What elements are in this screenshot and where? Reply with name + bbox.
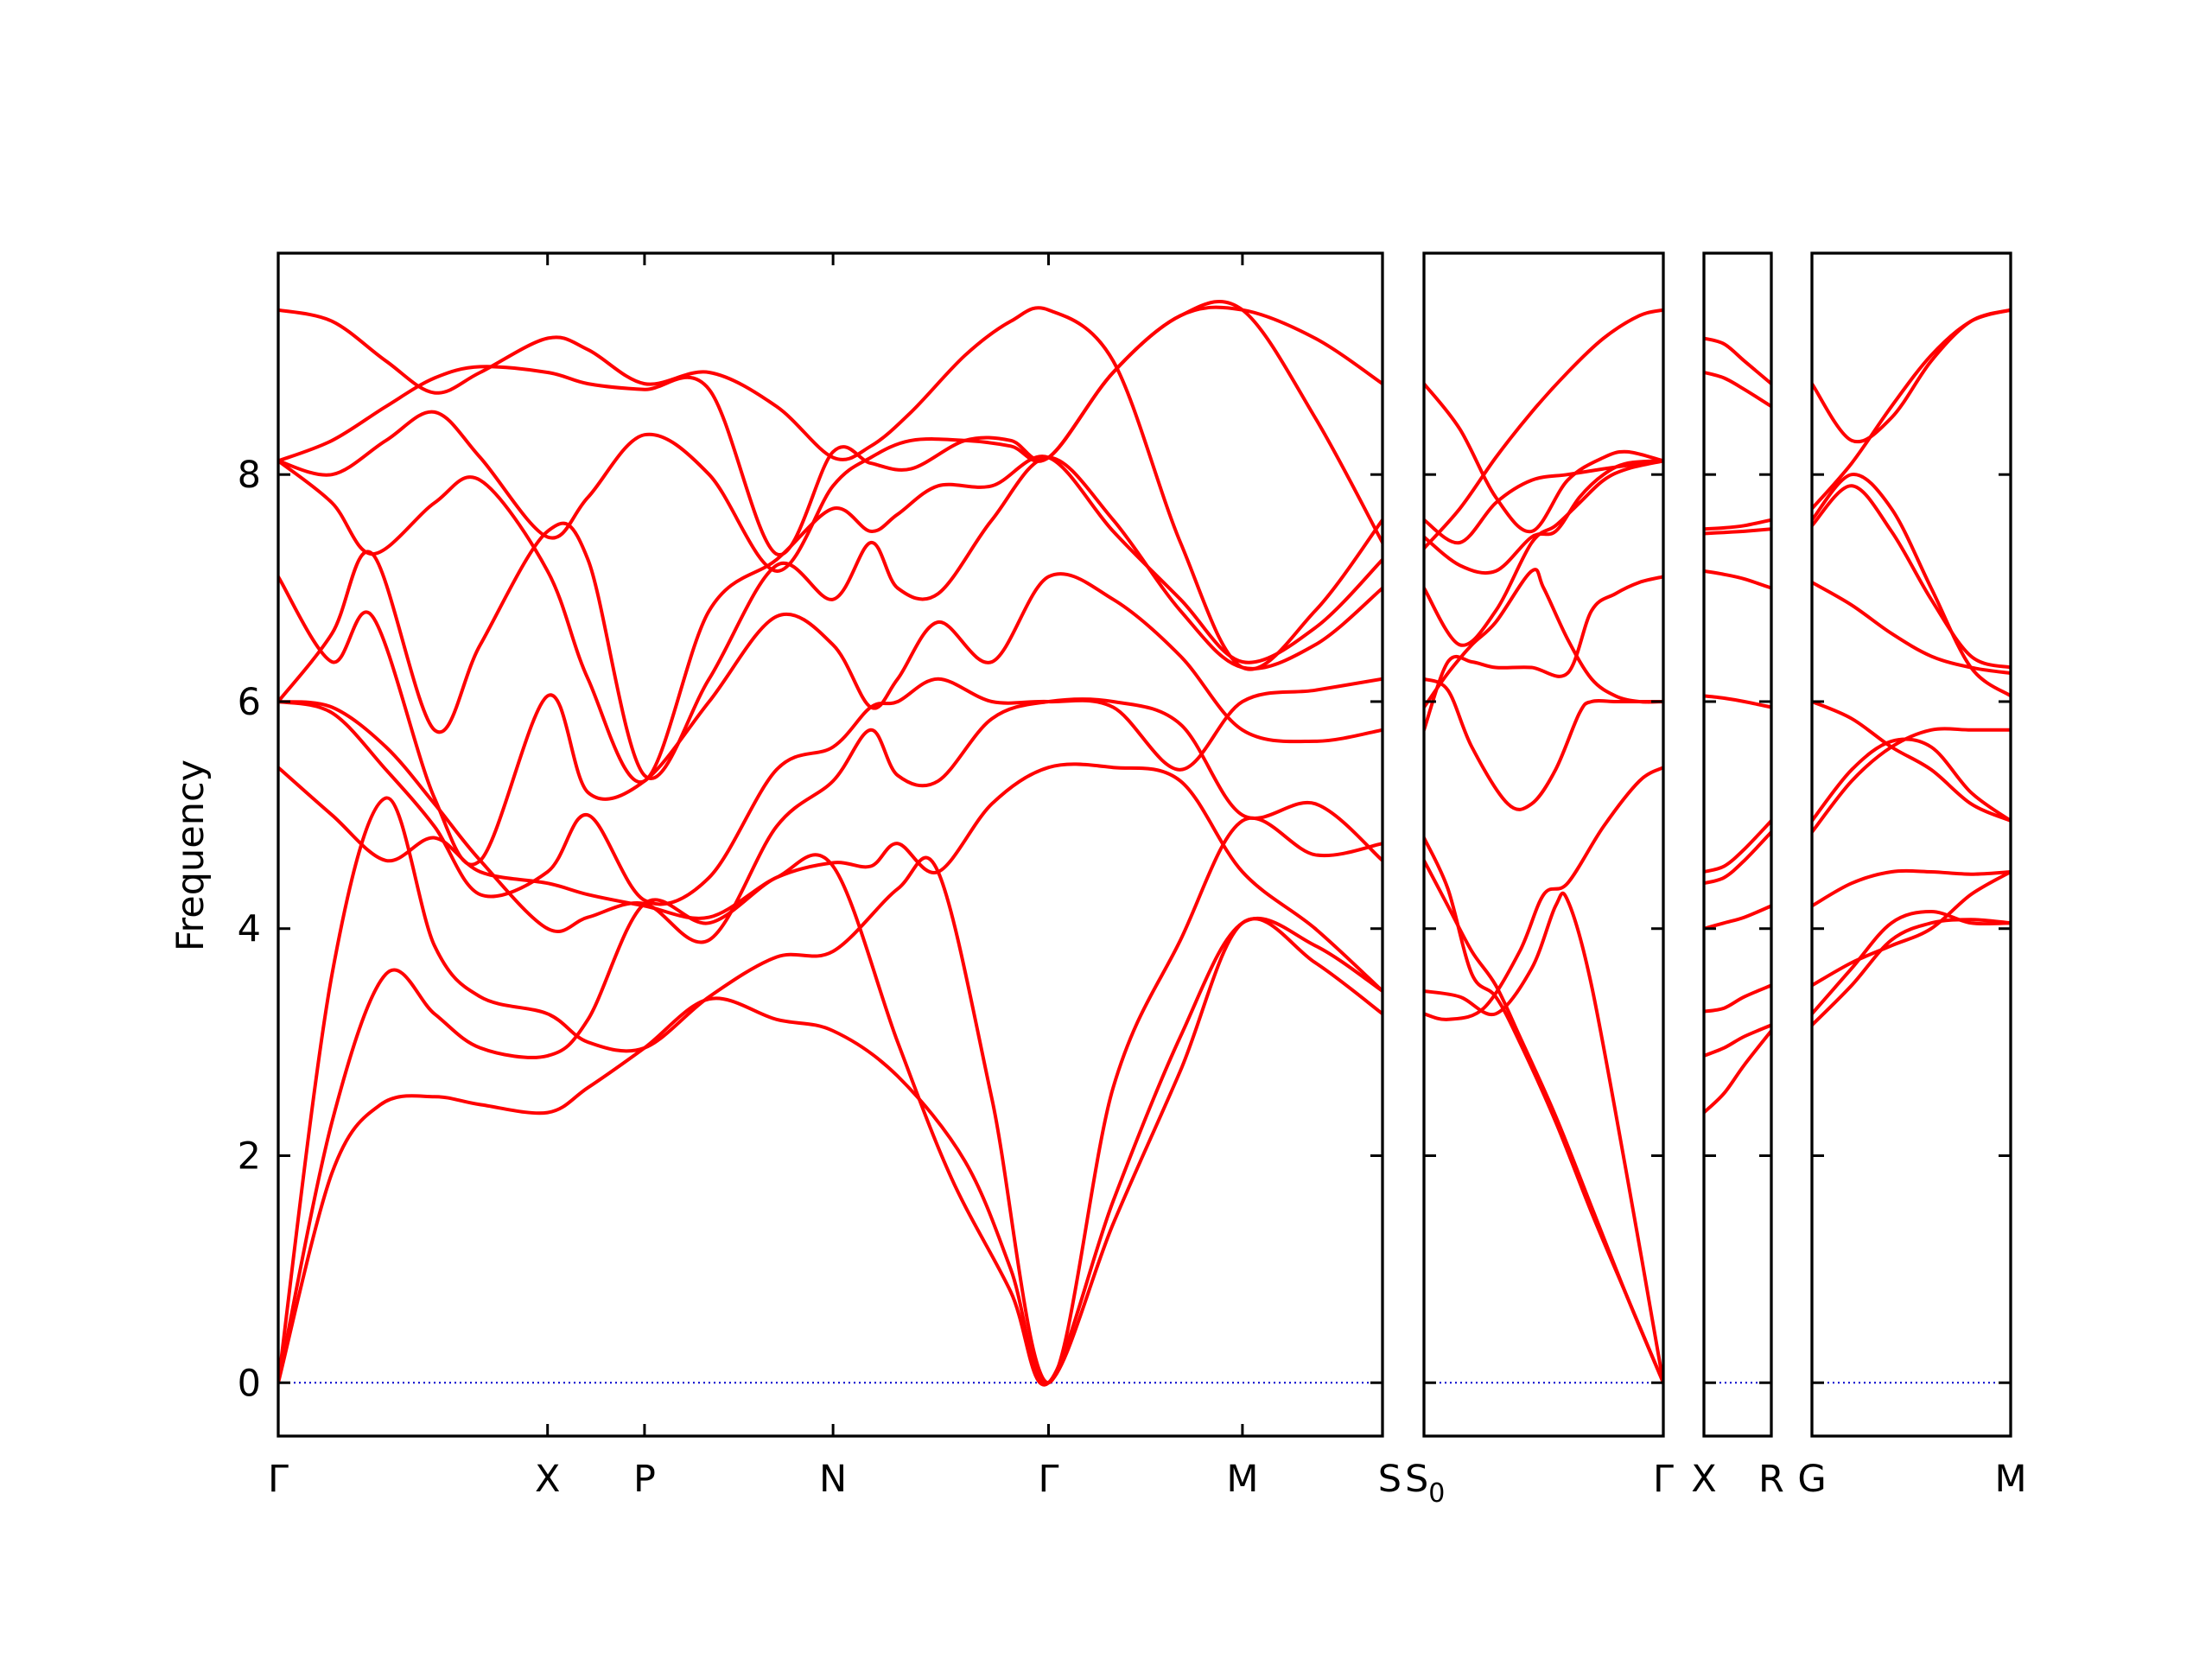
band-line-11 — [1424, 382, 1663, 534]
band-line-3 — [1704, 983, 1771, 1014]
k-point-label: M — [1994, 1458, 2026, 1501]
band-line-6 — [278, 677, 1382, 906]
band-line-8 — [1424, 459, 1663, 647]
bands-group — [278, 300, 1382, 1387]
k-point-label: G — [1797, 1458, 1826, 1501]
band-line-3 — [278, 796, 1382, 1385]
band-line-2 — [1704, 1023, 1771, 1058]
y-axis-label: Frequency — [169, 760, 213, 951]
k-point-label: X — [1691, 1458, 1716, 1501]
y-tick-label: 6 — [238, 681, 261, 724]
band-line-5 — [1812, 727, 2011, 834]
band-line-7 — [1704, 694, 1771, 709]
band-line-6 — [1812, 737, 2011, 823]
band-line-12 — [1812, 308, 2011, 444]
band-line-2 — [1812, 910, 2011, 1016]
y-tick-label: 0 — [238, 1362, 261, 1405]
band-line-12 — [1424, 308, 1663, 550]
band-line-1 — [278, 917, 1382, 1385]
band-line-5 — [278, 697, 1382, 944]
band-line-12 — [1704, 336, 1771, 386]
k-point-label: Γ — [1038, 1458, 1058, 1501]
k-point-label: P — [633, 1458, 656, 1501]
band-line-11 — [1704, 371, 1771, 409]
band-line-9 — [1704, 527, 1771, 536]
band-line-9 — [1812, 484, 2011, 670]
band-line-4 — [1704, 904, 1771, 931]
panel-2: S0 Γ — [1405, 251, 1674, 1509]
band-line-8 — [1812, 581, 2011, 676]
bands-group — [1812, 308, 2011, 1027]
band-line-6 — [1424, 677, 1663, 811]
k-point-label: S — [1378, 1458, 1402, 1501]
y-tick-label: 4 — [238, 908, 261, 951]
band-line-10 — [278, 305, 1382, 573]
band-line-10 — [1704, 518, 1771, 531]
band-line-2 — [1424, 858, 1663, 1385]
k-point-label: X — [535, 1458, 560, 1501]
k-point-subscript: 0 — [1428, 1478, 1445, 1509]
band-line-9 — [278, 454, 1382, 785]
bands-group — [1424, 308, 1663, 1385]
band-line-7 — [278, 572, 1382, 867]
band-line-4 — [1812, 868, 2011, 908]
bands-group — [1704, 336, 1771, 1115]
panel-frame — [1422, 251, 1665, 1438]
band-line-10 — [1424, 459, 1663, 545]
k-point-label: M — [1226, 1458, 1258, 1501]
k-point-label: Γ — [268, 1458, 289, 1501]
k-point-label: Γ — [1653, 1458, 1674, 1501]
k-point-label: N — [819, 1458, 847, 1501]
y-tick-label: 2 — [238, 1135, 261, 1178]
k-point-label: R — [1758, 1458, 1784, 1501]
band-line-3 — [1812, 870, 2011, 988]
band-line-5 — [1704, 830, 1771, 886]
band-line-8 — [1704, 569, 1771, 590]
band-line-7 — [1424, 568, 1663, 709]
band-line-10 — [1812, 473, 2011, 698]
band-line-5 — [1424, 575, 1663, 732]
panel-frame — [1810, 251, 2012, 1438]
k-point-label: S0 — [1405, 1458, 1445, 1509]
band-line-11 — [278, 300, 1382, 556]
band-line-3 — [1424, 891, 1663, 1385]
band-line-1 — [1812, 918, 2011, 1027]
band-line-2 — [278, 853, 1382, 1387]
band-line-7 — [1812, 700, 2011, 823]
panel-frame — [1702, 251, 1773, 1438]
band-line-4 — [1424, 766, 1663, 1021]
band-line-12 — [278, 306, 1382, 671]
band-line-6 — [1704, 818, 1771, 874]
y-tick-label: 8 — [238, 454, 261, 497]
panel-frame — [276, 251, 1384, 1438]
y-tick-labels: 0 2 4 6 8 — [238, 454, 261, 1405]
band-line-1 — [1704, 1029, 1771, 1115]
